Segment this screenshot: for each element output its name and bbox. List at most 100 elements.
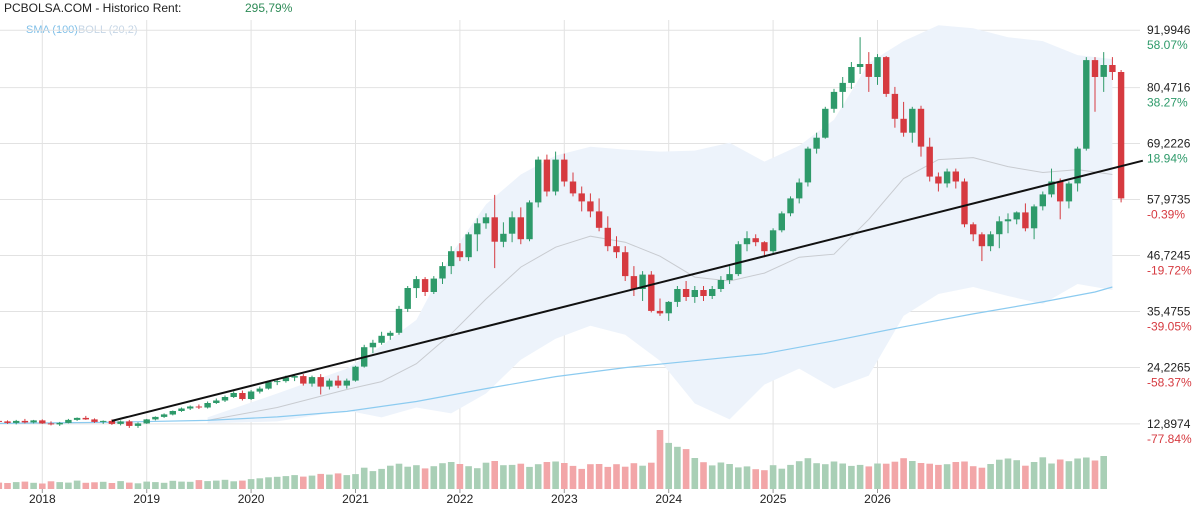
volume-bar [47, 481, 55, 489]
candle-body [0, 420, 2, 422]
volume-bar [500, 465, 507, 489]
candle-body [1074, 148, 1081, 184]
candle [691, 286, 698, 303]
volume-bar [752, 469, 759, 489]
volume-bar [326, 474, 333, 489]
candle [395, 305, 403, 335]
candle [735, 241, 742, 277]
candle [517, 207, 524, 245]
y-tick-pct: -58.37% [1147, 376, 1192, 390]
volume-bar [82, 482, 90, 489]
candle-body [91, 419, 98, 422]
x-tick-label: 2024 [655, 492, 682, 506]
candle [1057, 178, 1064, 220]
candle [952, 168, 959, 189]
volume-bar [282, 476, 290, 489]
volume-bar [343, 475, 351, 489]
candle [543, 154, 551, 197]
candle [152, 416, 159, 421]
candle-body [448, 251, 455, 267]
candle [143, 418, 150, 424]
volume-bar [221, 479, 229, 489]
volume-bar [378, 468, 385, 489]
candle [326, 378, 333, 390]
candle [1065, 181, 1073, 209]
candle [117, 420, 124, 426]
volume-bar [300, 476, 307, 489]
candle [343, 378, 350, 389]
candle-body [326, 380, 333, 387]
candle-body [839, 82, 846, 92]
volume-bar [126, 482, 133, 489]
volume-bar [1048, 463, 1055, 489]
candle [856, 37, 864, 74]
candle-body [1030, 206, 1038, 229]
candle-body [239, 393, 246, 399]
volume-bar [604, 466, 612, 489]
volume-bar [1091, 460, 1099, 489]
candle-body [1091, 60, 1099, 77]
volume-bar [543, 462, 551, 489]
volume-bar [134, 483, 142, 489]
candle-body [4, 421, 11, 423]
volume-bar [935, 464, 942, 489]
candles [0, 37, 1125, 428]
candle-body [595, 211, 603, 228]
volume-bar [91, 482, 98, 489]
candle [239, 390, 246, 401]
volume-bar [256, 478, 264, 489]
volume-bar [996, 459, 1003, 489]
volume-bar [917, 463, 925, 489]
volume-bar [648, 462, 655, 489]
volume-bar [822, 464, 829, 489]
candle [752, 234, 759, 247]
volume-bar [735, 467, 742, 489]
candle [613, 236, 620, 259]
candle-body [204, 403, 211, 408]
candle [874, 54, 881, 85]
candle [1074, 146, 1081, 192]
volume-bar [1074, 458, 1081, 489]
candle-body [917, 108, 925, 147]
candle-body [456, 251, 464, 258]
volume-bar [108, 483, 116, 489]
volume-bar [865, 466, 873, 489]
candle [73, 417, 81, 421]
volume-bar [273, 476, 281, 489]
candle [883, 56, 890, 97]
candle [622, 246, 629, 281]
candle [47, 421, 55, 426]
volume-bar [682, 449, 690, 489]
candle [308, 375, 316, 387]
candle-body [822, 108, 829, 138]
volume-bar [769, 465, 777, 489]
volume-bar [561, 463, 568, 489]
candle-body [1004, 219, 1012, 222]
candle [656, 298, 664, 316]
volume-bar [465, 466, 472, 489]
candle [134, 422, 142, 428]
candle-body [317, 377, 324, 387]
candle [787, 196, 794, 217]
volume-bar [395, 463, 403, 489]
volume-bars [0, 430, 1107, 489]
candle [848, 62, 855, 89]
candle-body [830, 91, 838, 109]
candle [456, 243, 464, 262]
candle-body [769, 230, 777, 252]
candle [378, 331, 385, 345]
candle-body [682, 289, 690, 297]
candle [465, 232, 472, 262]
candle-body [1022, 212, 1029, 229]
candle [39, 419, 46, 424]
candle-body [387, 332, 394, 336]
candle [726, 266, 733, 284]
candle [204, 401, 211, 409]
volume-bar [421, 468, 429, 489]
candle [100, 420, 107, 424]
y-tick-label: 69,2226 [1147, 137, 1191, 151]
y-tick-label: 12,8974 [1147, 417, 1191, 431]
candle [387, 330, 394, 340]
volume-bar [691, 458, 699, 489]
